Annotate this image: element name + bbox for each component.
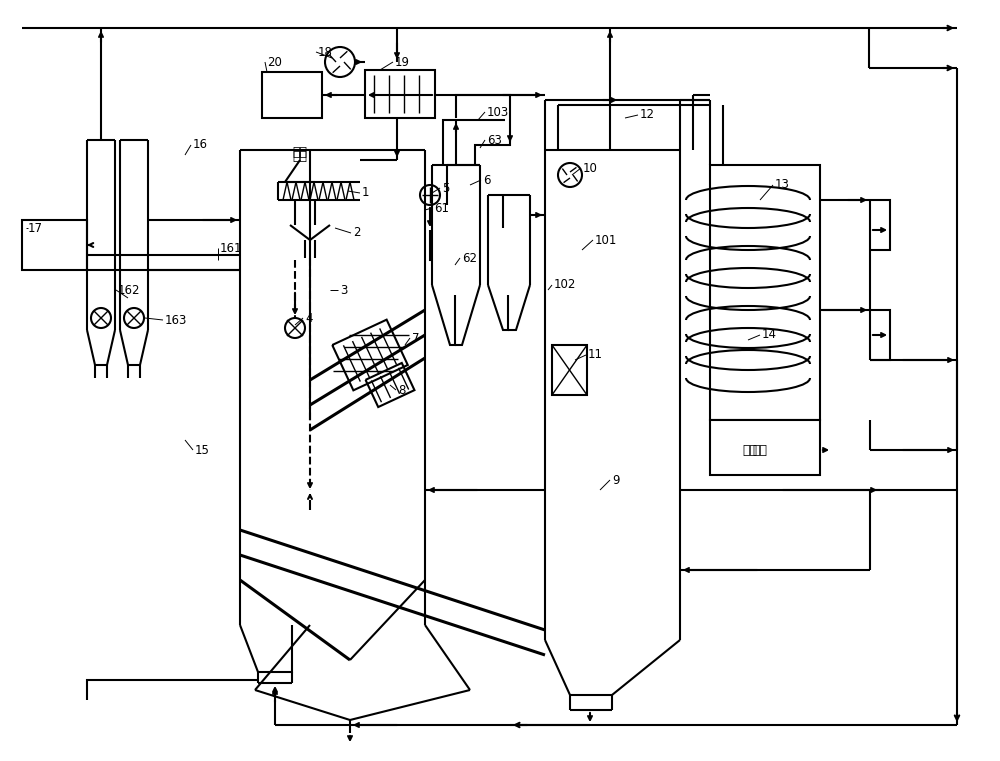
Bar (22, 220, 87, 270)
Text: 162: 162 (118, 284, 140, 297)
Text: 15: 15 (195, 444, 210, 457)
Text: 2: 2 (353, 227, 360, 240)
Text: 13: 13 (775, 179, 790, 192)
Circle shape (558, 163, 582, 187)
Text: 排空: 排空 (753, 444, 768, 457)
Text: 6: 6 (483, 174, 490, 186)
Text: 5: 5 (442, 182, 449, 195)
Text: 8: 8 (398, 384, 405, 396)
Text: 62: 62 (462, 251, 477, 265)
Text: 19: 19 (395, 56, 410, 68)
Text: 7: 7 (412, 332, 420, 345)
Text: 4: 4 (305, 311, 312, 324)
Text: 163: 163 (165, 314, 187, 326)
Circle shape (124, 308, 144, 328)
Circle shape (91, 308, 111, 328)
Text: 61: 61 (434, 202, 449, 215)
Text: 16: 16 (193, 139, 208, 151)
Text: 103: 103 (487, 106, 509, 119)
Bar (710, 420, 820, 475)
Text: 11: 11 (588, 349, 603, 361)
Text: 18: 18 (318, 46, 333, 59)
Circle shape (325, 47, 355, 77)
Text: 1: 1 (362, 186, 370, 199)
Bar (710, 165, 820, 420)
Text: 污泥: 污泥 (292, 145, 308, 158)
Text: 17: 17 (28, 221, 43, 234)
Text: 3: 3 (340, 284, 347, 297)
Text: 20: 20 (267, 56, 282, 68)
Text: 161: 161 (220, 241, 242, 254)
Text: 101: 101 (595, 234, 617, 247)
Bar (365, 70, 435, 118)
Circle shape (420, 185, 440, 205)
Text: 63: 63 (487, 133, 502, 147)
Text: 102: 102 (554, 279, 576, 291)
Circle shape (285, 318, 305, 338)
Bar (552, 345, 587, 395)
Text: 12: 12 (640, 109, 655, 122)
Text: 污泥: 污泥 (292, 151, 308, 164)
Text: 10: 10 (583, 161, 598, 174)
Text: 14: 14 (762, 329, 777, 342)
Text: 9: 9 (612, 473, 620, 486)
Text: 排空: 排空 (742, 444, 758, 457)
Bar (262, 72, 322, 118)
